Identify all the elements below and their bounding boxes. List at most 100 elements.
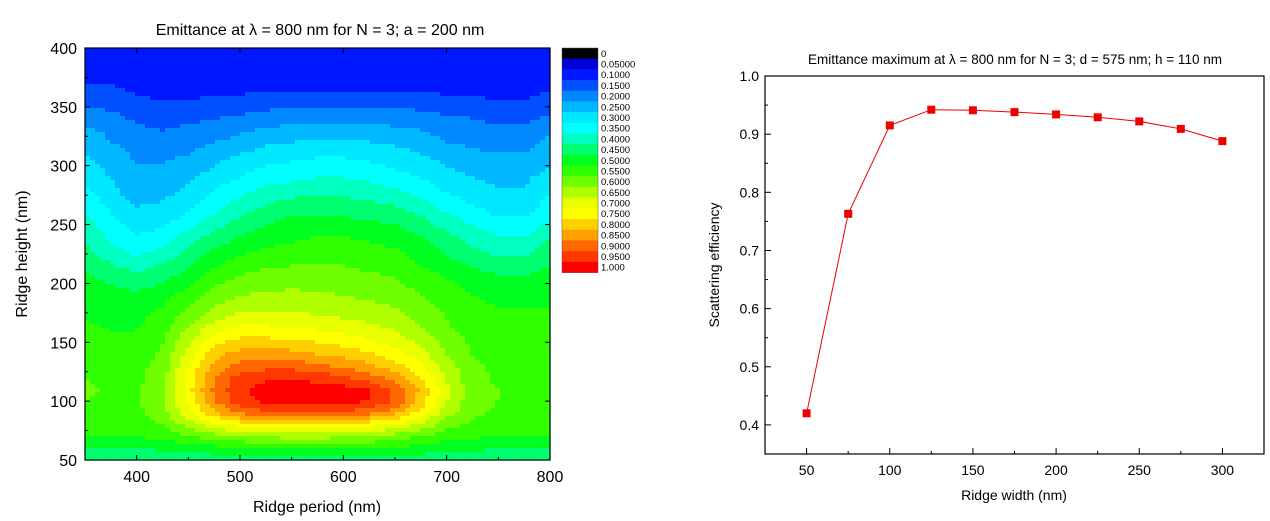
heatmap-cell [410,144,416,149]
heatmap-cell [205,76,211,81]
heatmap-cell [370,68,376,73]
heatmap-cell [195,208,201,213]
heatmap-cell [440,252,446,257]
heatmap-cell [440,128,446,133]
heatmap-cell [140,112,146,117]
heatmap-cell [400,132,406,137]
heatmap-cell [500,232,506,237]
heatmap-cell [85,116,91,121]
heatmap-cell [370,216,376,221]
heatmap-cell [345,120,351,125]
heatmap-cell [265,76,271,81]
heatmap-cell [250,52,256,57]
heatmap-cell [165,88,171,93]
heatmap-cell [95,80,101,85]
heatmap-cell [540,160,546,165]
heatmap-cell [245,224,251,229]
heatmap-cell [210,88,216,93]
heatmap-cell [280,188,286,193]
heatmap-cell [410,180,416,185]
heatmap-cell [475,184,481,189]
heatmap-cell [125,244,131,249]
heatmap-cell [320,72,326,77]
heatmap-cell [90,104,96,109]
heatmap-cell [105,76,111,81]
heatmap-cell [95,224,101,229]
heatmap-cell [155,204,161,209]
heatmap-cell [115,140,121,145]
heatmap-cell [405,160,411,165]
heatmap-cell [500,184,506,189]
heatmap-cell [210,120,216,125]
heatmap-cell [260,260,266,265]
heatmap-cell [350,256,356,261]
heatmap-cell [290,148,296,153]
heatmap-cell [435,164,441,169]
heatmap-cell [475,136,481,141]
heatmap-cell [320,136,326,141]
heatmap-cell [205,48,211,53]
heatmap-cell [525,128,531,133]
heatmap-cell [315,116,321,121]
heatmap-cell [105,232,111,237]
heatmap-cell [345,76,351,81]
heatmap-cell [510,240,516,245]
heatmap-cell [340,132,346,137]
heatmap-cell [310,64,316,69]
heatmap-cell [275,240,281,245]
heatmap-cell [430,128,436,133]
heatmap-cell [265,108,271,113]
heatmap-cell [260,216,266,221]
heatmap-cell [150,248,156,253]
heatmap-cell [475,196,481,201]
heatmap-cell [350,64,356,69]
heatmap-cell [400,76,406,81]
heatmap-cell [440,48,446,53]
heatmap-cell [140,124,146,129]
heatmap-cell [235,188,241,193]
heatmap-cell [395,200,401,205]
heatmap-cell [380,76,386,81]
heatmap-cell [490,176,496,181]
heatmap-cell [150,228,156,233]
heatmap-cell [300,104,306,109]
heatmap-cell [480,68,486,73]
heatmap-cell [170,120,176,125]
heatmap-cell [290,80,296,85]
heatmap-cell [400,204,406,209]
heatmap-cell [250,160,256,165]
heatmap-cell [100,176,106,181]
heatmap-cell [470,196,476,201]
heatmap-cell [130,76,136,81]
heatmap-cell [500,96,506,101]
heatmap-cell [275,220,281,225]
heatmap-cell [245,128,251,133]
heatmap-cell [95,56,101,61]
heatmap-cell [100,68,106,73]
heatmap-cell [255,64,261,69]
heatmap-cell [250,204,256,209]
heatmap-cell [420,188,426,193]
heatmap-cell [95,120,101,125]
heatmap-cell [225,212,231,217]
heatmap-cell [130,48,136,53]
heatmap-cell [480,220,486,225]
heatmap-cell [475,200,481,205]
heatmap-cell [290,248,296,253]
heatmap-cell [450,68,456,73]
heatmap-cell [225,256,231,261]
heatmap-cell [180,220,186,225]
heatmap-cell [420,100,426,105]
heatmap-cell [545,216,551,221]
heatmap-cell [265,56,271,61]
heatmap-cell [355,192,361,197]
heatmap-cell [235,84,241,89]
heatmap-cell [365,220,371,225]
heatmap-cell [370,144,376,149]
heatmap-cell [540,236,546,241]
heatmap-cell [325,64,331,69]
heatmap-cell [135,156,141,161]
heatmap-cell [295,64,301,69]
heatmap-cell [310,84,316,89]
heatmap-cell [230,152,236,157]
